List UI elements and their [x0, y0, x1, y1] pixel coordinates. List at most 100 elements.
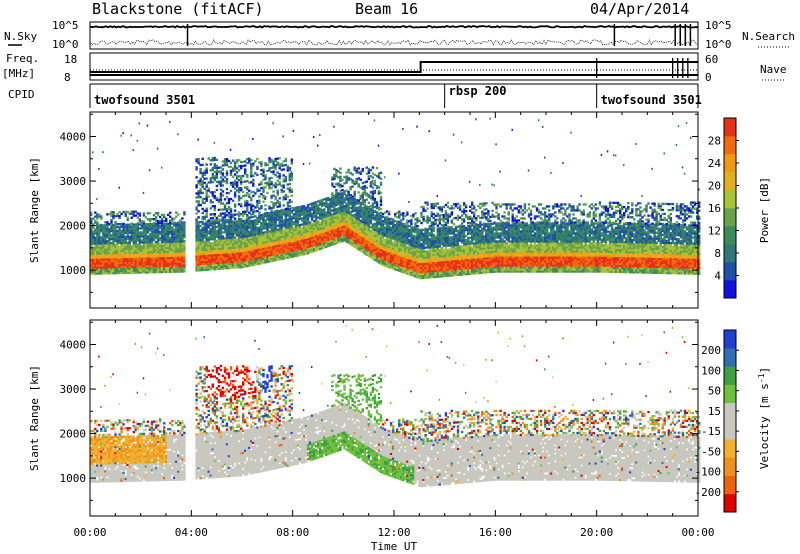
power-cell: [278, 216, 281, 219]
power-cell: [268, 244, 271, 247]
power-cell: [300, 217, 304, 220]
power-cell: [132, 259, 135, 262]
power-cell: [296, 220, 300, 223]
power-cell: [286, 234, 289, 237]
power-cell: [132, 229, 135, 232]
power-cell: [242, 223, 245, 227]
power-cell: [160, 260, 164, 264]
power-cell: [290, 211, 293, 214]
power-cell: [225, 162, 229, 165]
power-cell: [225, 253, 229, 256]
power-cell: [92, 256, 95, 259]
power-cell: [389, 226, 393, 229]
power-cell: [266, 226, 269, 229]
power-cell: [160, 256, 164, 260]
power-cell: [371, 180, 374, 182]
power-cell: [335, 216, 338, 219]
power-cell: [290, 160, 293, 163]
power-cell: [132, 149, 135, 151]
power-cell: [221, 221, 225, 224]
power-cell: [142, 245, 146, 248]
power-cell: [219, 233, 223, 236]
power-cell: [126, 237, 129, 240]
power-cell: [195, 267, 198, 270]
power-cell: [256, 256, 259, 260]
power-cell: [122, 247, 125, 250]
power-cell: [282, 253, 285, 256]
power-cell: [165, 262, 168, 265]
power-cell: [329, 210, 332, 213]
power-cell: [248, 258, 251, 261]
power-cell: [199, 230, 202, 234]
power-cell: [209, 262, 212, 265]
power-cell: [195, 208, 198, 211]
power-cell: [106, 268, 109, 271]
power-cell: [211, 175, 214, 178]
power-cell: [256, 238, 259, 242]
power-cell: [130, 259, 133, 262]
power-cell: [120, 233, 123, 237]
power-cell: [213, 156, 216, 160]
power-cell: [351, 208, 354, 211]
power-cell: [272, 259, 275, 262]
power-cell: [211, 167, 214, 170]
power-cell: [306, 234, 310, 237]
power-cell: [108, 254, 111, 257]
power-cell: [361, 195, 364, 199]
power-cell: [331, 182, 334, 185]
power-cell: [130, 251, 133, 254]
power-cell: [169, 268, 172, 271]
power-cell: [231, 260, 235, 263]
power-cell: [126, 249, 129, 252]
power-cell: [302, 253, 306, 256]
power-cell: [92, 248, 95, 251]
power-cell: [284, 207, 287, 211]
power-cell: [122, 210, 125, 214]
power-cell: [112, 223, 115, 227]
power-cell: [294, 218, 298, 221]
power-cell: [221, 212, 225, 215]
power-cell: [132, 249, 135, 252]
power-cell: [252, 233, 255, 236]
power-cell: [420, 266, 423, 270]
power-cell: [229, 173, 233, 176]
power-cell: [258, 260, 261, 263]
power-cell: [237, 215, 241, 218]
power-cell: [209, 201, 212, 204]
power-cell: [169, 226, 172, 229]
power-cell: [183, 270, 186, 273]
power-cell: [242, 257, 245, 261]
power-cell: [227, 264, 231, 268]
power-cell: [118, 241, 121, 245]
power-cell: [177, 226, 180, 229]
power-cell: [272, 211, 275, 214]
power-cell: [317, 236, 320, 239]
power-cell: [213, 225, 216, 229]
power-cell: [231, 183, 235, 186]
power-cell: [248, 220, 251, 223]
power-cell: [96, 262, 99, 265]
power-cell: [209, 266, 212, 269]
power-cell: [94, 215, 97, 218]
power-cell: [256, 216, 259, 220]
power-cell: [246, 208, 249, 211]
power-cell: [171, 217, 174, 220]
power-cell: [280, 251, 283, 255]
power-cell: [286, 187, 289, 190]
power-cell: [310, 224, 314, 227]
power-cell: [404, 227, 407, 230]
power-cell: [264, 215, 267, 218]
power-cell: [308, 211, 312, 214]
power-cell: [284, 214, 287, 218]
power-cell: [365, 166, 368, 169]
power-cell: [416, 216, 419, 220]
power-cell: [215, 257, 219, 261]
power-cell: [288, 183, 291, 186]
power-cell: [292, 209, 296, 212]
power-cell: [282, 164, 285, 167]
power-cell: [329, 234, 332, 237]
power-cell: [213, 219, 216, 222]
power-cell: [272, 215, 275, 218]
power-cell: [420, 213, 423, 217]
